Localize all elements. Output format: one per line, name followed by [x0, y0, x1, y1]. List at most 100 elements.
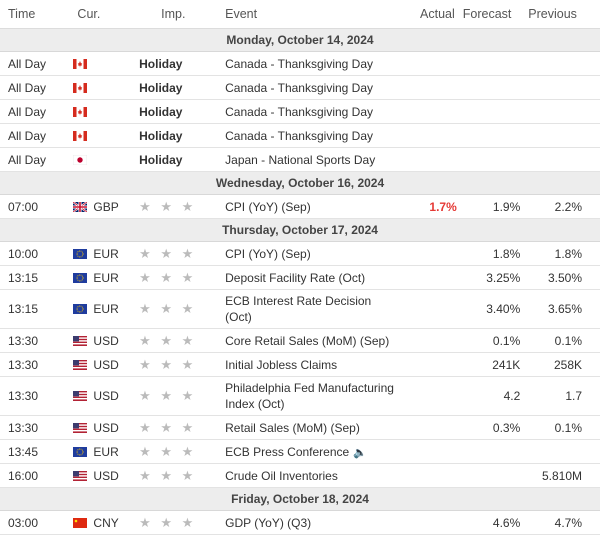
event-name[interactable]: GDP (YoY) (Q3) [221, 510, 400, 535]
importance-stars-icon: ★ ★ ★ [135, 352, 222, 377]
holiday-label: Holiday [135, 51, 222, 76]
currency-cell [61, 147, 136, 172]
previous-value: 1.8% [528, 241, 600, 266]
forecast-value: 0.3% [462, 415, 529, 440]
speaker-icon[interactable]: 🔈 [353, 446, 367, 459]
table-row[interactable]: All Day Holiday Japan - National Sports … [0, 147, 600, 172]
table-row[interactable]: All Day Holiday Canada - Thanksgiving Da… [0, 99, 600, 124]
header-importance[interactable]: Imp. [135, 0, 222, 29]
eu-flag-icon [73, 447, 87, 457]
canada-flag-icon [73, 107, 87, 117]
event-name[interactable]: Crude Oil Inventories [221, 463, 400, 488]
currency-cell: USD [61, 463, 136, 488]
event-name[interactable]: Initial Jobless Claims [221, 352, 400, 377]
currency-cell: EUR [61, 439, 136, 464]
table-row[interactable]: 10:00 EUR ★ ★ ★ CPI (YoY) (Sep) 1.8% 1.8… [0, 241, 600, 266]
currency-cell: EUR [61, 241, 136, 266]
event-time: All Day [0, 147, 62, 172]
importance-stars-icon: ★ ★ ★ [135, 289, 222, 329]
header-time[interactable]: Time [0, 0, 62, 29]
table-row[interactable]: All Day Holiday Canada - Thanksgiving Da… [0, 51, 600, 76]
event-time: 13:30 [0, 328, 62, 353]
forecast-value: 4.2 [462, 376, 529, 416]
currency-code: EUR [93, 270, 119, 285]
currency-cell: CNY [61, 510, 136, 535]
previous-value: 0.1% [528, 328, 600, 353]
actual-value [399, 241, 463, 266]
header-currency[interactable]: Cur. [61, 0, 136, 29]
event-time: 13:30 [0, 352, 62, 377]
currency-code: USD [93, 333, 119, 348]
event-cell[interactable]: ECB Press Conference 🔈 [221, 439, 400, 464]
date-row: Monday, October 14, 2024 [0, 28, 600, 52]
currency-code: USD [93, 468, 119, 483]
event-time: 16:00 [0, 463, 62, 488]
event-time: All Day [0, 51, 62, 76]
forecast-value [462, 463, 529, 488]
event-name[interactable]: ECB Interest Rate Decision (Oct) [221, 289, 400, 329]
event-time: 03:00 [0, 510, 62, 535]
actual-value [399, 265, 463, 290]
forecast-value: 3.25% [462, 265, 529, 290]
table-row[interactable]: All Day Holiday Canada - Thanksgiving Da… [0, 123, 600, 148]
event-name[interactable]: Canada - Thanksgiving Day [221, 99, 400, 124]
event-name[interactable]: ECB Press Conference [225, 444, 350, 459]
event-time: 07:00 [0, 194, 62, 219]
event-name[interactable]: Canada - Thanksgiving Day [221, 51, 400, 76]
china-flag-icon [73, 518, 87, 528]
holiday-label: Holiday [135, 99, 222, 124]
currency-cell [61, 75, 136, 100]
table-row[interactable]: 13:45 EUR ★ ★ ★ ECB Press Conference 🔈 [0, 439, 600, 464]
event-name[interactable]: CPI (YoY) (Sep) [221, 241, 400, 266]
header-previous[interactable]: Previous [528, 0, 600, 29]
table-row[interactable]: All Day Holiday Canada - Thanksgiving Da… [0, 75, 600, 100]
event-name[interactable]: Retail Sales (MoM) (Sep) [221, 415, 400, 440]
table-row[interactable]: 13:30 USD ★ ★ ★ Retail Sales (MoM) (Sep)… [0, 415, 600, 440]
event-name[interactable]: Canada - Thanksgiving Day [221, 75, 400, 100]
currency-cell: EUR [61, 265, 136, 290]
actual-value: 1.7% [399, 194, 463, 219]
event-time: 13:15 [0, 265, 62, 290]
canada-flag-icon [73, 59, 87, 69]
table-row[interactable]: 13:15 EUR ★ ★ ★ Deposit Facility Rate (O… [0, 265, 600, 290]
actual-value [399, 289, 463, 329]
forecast-value: 3.40% [462, 289, 529, 329]
date-label: Friday, October 18, 2024 [0, 487, 600, 511]
previous-value: 3.50% [528, 265, 600, 290]
holiday-label: Holiday [135, 75, 222, 100]
us-flag-icon [73, 471, 87, 481]
date-label: Monday, October 14, 2024 [0, 28, 600, 52]
event-name[interactable]: Japan - National Sports Day [221, 147, 400, 172]
table-row[interactable]: 07:00 GBP ★ ★ ★ CPI (YoY) (Sep) 1.7% 1.9… [0, 194, 600, 219]
table-row[interactable]: 13:30 USD ★ ★ ★ Philadelphia Fed Manufac… [0, 376, 600, 416]
table-row[interactable]: 16:00 USD ★ ★ ★ Crude Oil Inventories 5.… [0, 463, 600, 488]
currency-cell [61, 123, 136, 148]
importance-stars-icon: ★ ★ ★ [135, 463, 222, 488]
us-flag-icon [73, 336, 87, 346]
importance-stars-icon: ★ ★ ★ [135, 376, 222, 416]
actual-value [399, 352, 463, 377]
header-event[interactable]: Event [221, 0, 400, 29]
forecast-value: 4.6% [462, 510, 529, 535]
event-time: 13:45 [0, 439, 62, 464]
currency-cell: USD [61, 328, 136, 353]
event-name[interactable]: Canada - Thanksgiving Day [221, 123, 400, 148]
eu-flag-icon [73, 273, 87, 283]
event-name[interactable]: CPI (YoY) (Sep) [221, 194, 400, 219]
currency-code: EUR [93, 444, 119, 459]
us-flag-icon [73, 423, 87, 433]
header-actual[interactable]: Actual [399, 0, 463, 29]
header-forecast[interactable]: Forecast [462, 0, 529, 29]
event-name[interactable]: Core Retail Sales (MoM) (Sep) [221, 328, 400, 353]
table-row[interactable]: 13:30 USD ★ ★ ★ Initial Jobless Claims 2… [0, 352, 600, 377]
us-flag-icon [73, 360, 87, 370]
event-name[interactable]: Deposit Facility Rate (Oct) [221, 265, 400, 290]
importance-stars-icon: ★ ★ ★ [135, 265, 222, 290]
table-row[interactable]: 13:15 EUR ★ ★ ★ ECB Interest Rate Decisi… [0, 289, 600, 329]
event-name[interactable]: Philadelphia Fed Manufacturing Index (Oc… [221, 376, 400, 416]
date-row: Thursday, October 17, 2024 [0, 218, 600, 242]
table-row[interactable]: 13:30 USD ★ ★ ★ Core Retail Sales (MoM) … [0, 328, 600, 353]
table-row[interactable]: 03:00 CNY ★ ★ ★ GDP (YoY) (Q3) 4.6% 4.7% [0, 510, 600, 535]
currency-code: GBP [93, 199, 119, 214]
